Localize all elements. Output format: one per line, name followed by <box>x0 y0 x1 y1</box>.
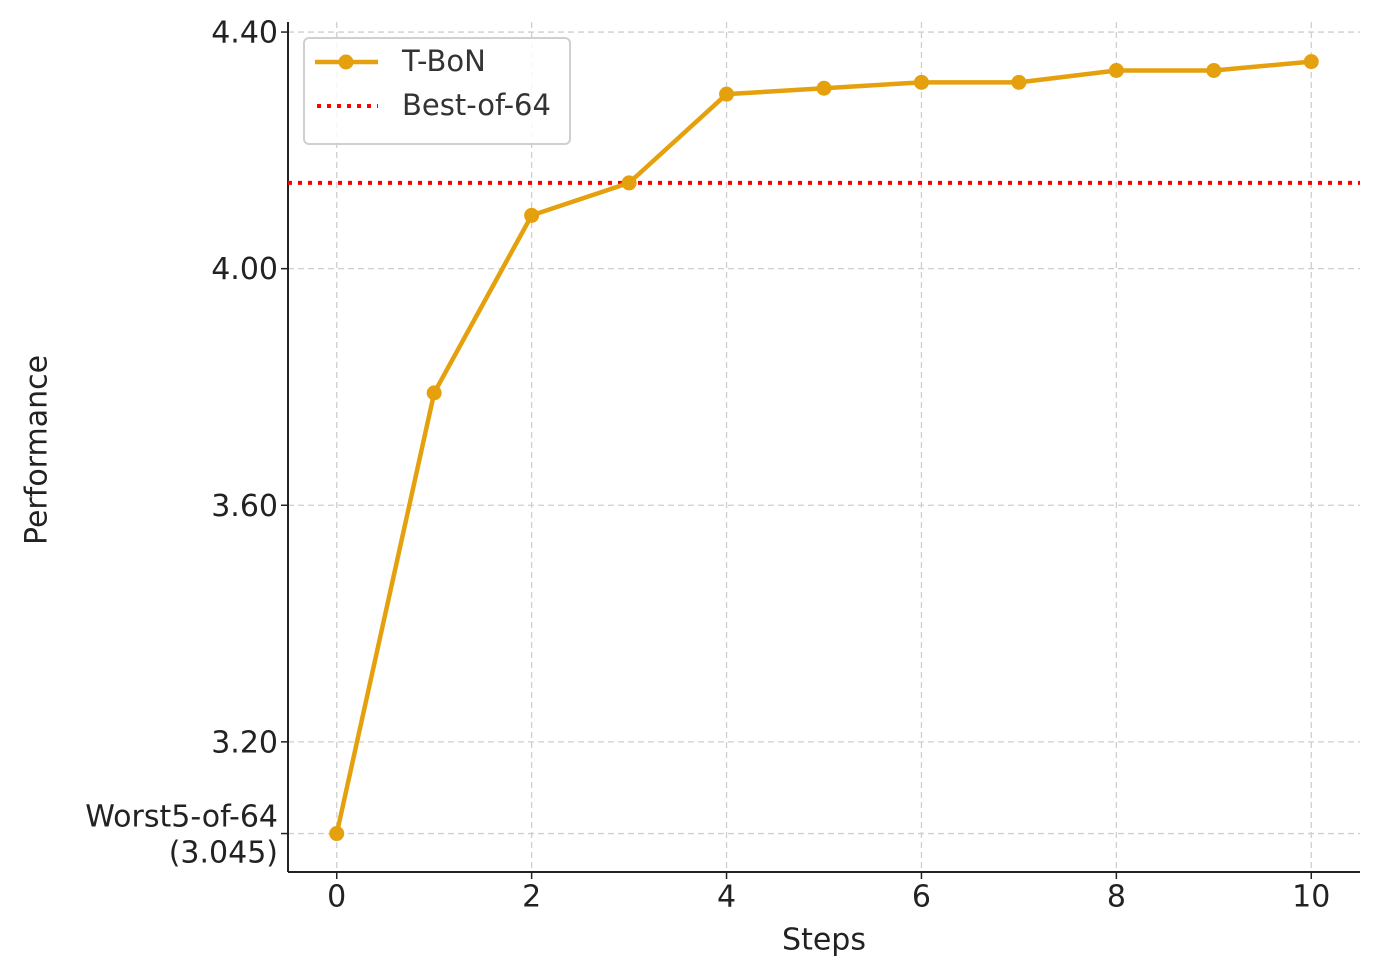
x-tick-label: 0 <box>327 880 346 915</box>
x-tick-label: 6 <box>912 880 931 915</box>
y-axis-label: Performance <box>20 355 55 545</box>
x-axis-label: Steps <box>782 923 866 958</box>
point <box>329 826 345 842</box>
y-tick-label: 3.20 <box>211 725 278 760</box>
legend-label: Best-of-64 <box>402 88 551 122</box>
y-tick-label: Worst5-of-64 (3.045) <box>85 799 278 870</box>
point <box>621 175 637 191</box>
point <box>426 385 442 401</box>
y-tick-label: 3.60 <box>211 489 278 524</box>
point <box>913 74 929 90</box>
point <box>719 86 735 102</box>
point <box>1206 63 1222 79</box>
legend-marker <box>338 54 354 70</box>
x-tick-label: 10 <box>1292 880 1330 915</box>
y-tick-label: 4.40 <box>211 16 278 51</box>
point <box>1303 54 1319 70</box>
y-tick-label: 4.00 <box>211 252 278 287</box>
point <box>1108 63 1124 79</box>
legend-box <box>303 37 571 145</box>
point <box>524 207 540 223</box>
series-line <box>334 59 1312 835</box>
x-tick-label: 2 <box>522 880 541 915</box>
point <box>1011 74 1027 90</box>
point <box>816 80 832 96</box>
x-tick-label: 8 <box>1107 880 1126 915</box>
x-tick-label: 4 <box>717 880 736 915</box>
legend-label: T-BoN <box>401 44 486 78</box>
